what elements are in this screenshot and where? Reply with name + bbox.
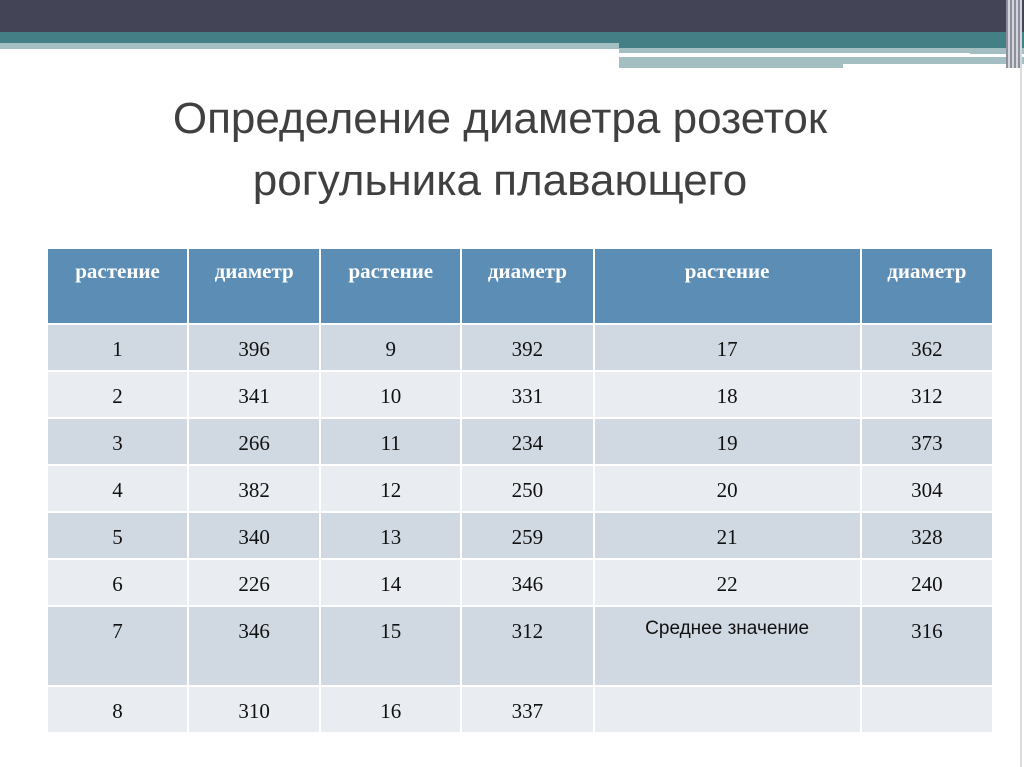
table-cell: 14	[319, 558, 463, 607]
column-header: диаметр	[460, 247, 595, 325]
table-cell: 3	[45, 417, 190, 466]
table-cell: 382	[187, 464, 322, 513]
table-row: 5 340 13 259 21 328	[45, 511, 995, 560]
table-cell: 346	[460, 558, 595, 607]
table-cell: 19	[592, 417, 862, 466]
table-cell: 234	[460, 417, 595, 466]
slide-title: Определение диаметра розеток рогульника п…	[0, 88, 1000, 212]
light-decor-bar	[619, 57, 1024, 68]
table-cell: 20	[592, 464, 862, 513]
table-cell: 4	[45, 464, 190, 513]
table-cell: 259	[460, 511, 595, 560]
table-cell: 9	[319, 323, 463, 372]
table-cell	[592, 685, 862, 734]
table-cell: 22	[592, 558, 862, 607]
light-decor-bar	[619, 48, 1024, 54]
table-cell: 304	[859, 464, 995, 513]
data-table: растение диаметр растение диаметр растение ди…	[45, 247, 995, 734]
table-cell: 16	[319, 685, 463, 734]
table-cell: 337	[460, 685, 595, 734]
table-cell: 1	[45, 323, 190, 372]
table-cell: 12	[319, 464, 463, 513]
table-cell: 341	[187, 370, 322, 419]
table-cell: 331	[460, 370, 595, 419]
table-cell: 250	[460, 464, 595, 513]
table-cell: 340	[187, 511, 322, 560]
side-decor-line	[1020, 68, 1022, 767]
table-cell: 7	[45, 605, 190, 687]
decor-gap	[619, 53, 970, 57]
table-cell: 362	[859, 323, 995, 372]
table-cell: 316	[859, 605, 995, 687]
table-row: 7 346 15 312 Среднее значение 316	[45, 605, 995, 687]
column-header: диаметр	[859, 247, 995, 325]
vertical-decor-lines	[1006, 0, 1022, 68]
table-row: 3 266 11 234 19 373	[45, 417, 995, 466]
table-row: 1 396 9 392 17 362	[45, 323, 995, 372]
table-cell: 15	[319, 605, 463, 687]
light-decor-bar	[0, 43, 619, 49]
table-cell: 226	[187, 558, 322, 607]
title-line-2: рогульника плавающего	[252, 156, 748, 205]
table-cell: 312	[460, 605, 595, 687]
table-cell: 373	[859, 417, 995, 466]
column-header: растение	[592, 247, 862, 325]
table-cell: 310	[187, 685, 322, 734]
table-cell: 266	[187, 417, 322, 466]
table-cell	[859, 685, 995, 734]
table-cell: 11	[319, 417, 463, 466]
table-cell: 6	[45, 558, 190, 607]
table-cell: 396	[187, 323, 322, 372]
table-row: 8 310 16 337	[45, 685, 995, 734]
table-cell: Среднее значение	[592, 605, 862, 687]
column-header: растение	[319, 247, 463, 325]
column-header: диаметр	[187, 247, 322, 325]
table-cell: 312	[859, 370, 995, 419]
header-row: растение диаметр растение диаметр растение ди…	[45, 247, 995, 325]
table-row: 2 341 10 331 18 312	[45, 370, 995, 419]
table-cell: 21	[592, 511, 862, 560]
table-cell: 18	[592, 370, 862, 419]
table-cell: 2	[45, 370, 190, 419]
column-header: растение	[45, 247, 190, 325]
title-line-1: Определение диаметра розеток	[172, 94, 828, 143]
table-cell: 328	[859, 511, 995, 560]
table-cell: 346	[187, 605, 322, 687]
decor-gap	[843, 64, 1024, 69]
table-cell: 17	[592, 323, 862, 372]
table-row: 6 226 14 346 22 240	[45, 558, 995, 607]
table-cell: 392	[460, 323, 595, 372]
table-cell: 5	[45, 511, 190, 560]
table-cell: 10	[319, 370, 463, 419]
table-cell: 8	[45, 685, 190, 734]
table-row: 4 382 12 250 20 304	[45, 464, 995, 513]
table-cell: 240	[859, 558, 995, 607]
top-decor-bar	[0, 0, 1024, 32]
table-cell: 13	[319, 511, 463, 560]
